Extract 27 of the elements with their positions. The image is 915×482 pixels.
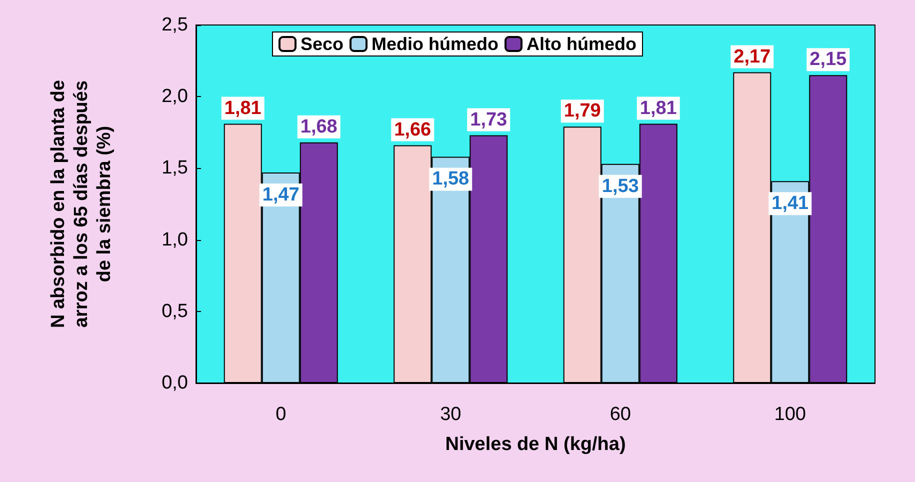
y-tick-label: 1,5 <box>162 158 188 179</box>
data-label: 1,73 <box>470 109 508 130</box>
data-label: 1,66 <box>394 119 432 140</box>
data-label: 2,17 <box>734 46 771 68</box>
x-tick-label: 100 <box>774 404 806 425</box>
x-tick-label: 60 <box>610 404 631 425</box>
x-axis-title: Niveles de N (kg/ha) <box>445 434 626 455</box>
data-label: 1,68 <box>300 116 338 138</box>
legend-label: Medio húmedo <box>372 34 499 54</box>
y-tick-label: 1,0 <box>162 229 188 250</box>
data-label: 1,47 <box>262 184 300 206</box>
y-axis-title: N absorbido en la planta de arroz a los 65 días después de la siembra (%) <box>48 80 115 328</box>
data-label: 1,81 <box>224 98 262 119</box>
data-label: 1,81 <box>640 98 678 119</box>
legend-label: Alto húmedo <box>526 34 637 54</box>
y-tick-label: 0,0 <box>162 372 188 394</box>
data-label: 1,41 <box>772 193 810 214</box>
y-tick-label: 2,0 <box>162 86 188 108</box>
x-tick-label: 0 <box>276 404 286 425</box>
data-label: 1,79 <box>564 100 601 122</box>
y-tick-label: 2,5 <box>162 14 188 36</box>
y-tick-label: 0,5 <box>162 300 188 322</box>
data-label: 1,53 <box>602 176 639 197</box>
legend-label: Seco <box>300 34 344 54</box>
x-tick-label: 30 <box>440 404 462 425</box>
data-label: 1,58 <box>432 168 470 190</box>
data-label: 2,15 <box>810 49 848 70</box>
